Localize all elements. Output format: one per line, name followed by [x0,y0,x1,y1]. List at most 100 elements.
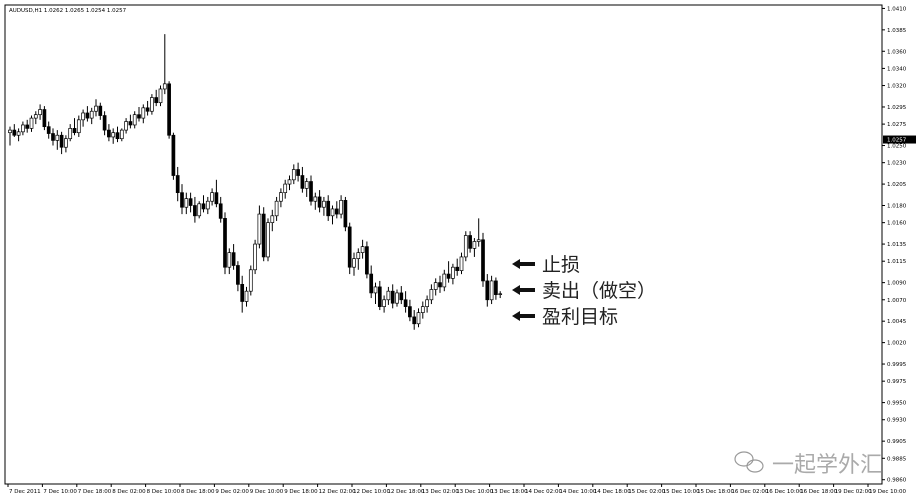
candle-body [339,200,343,215]
candle-body [8,129,12,134]
candle-body [373,286,378,294]
candle-body [64,138,68,148]
candle-body [72,128,77,134]
candle-body [429,289,434,301]
y-tick-label: 1.0020 [887,341,907,347]
candle-body [408,306,412,318]
y-tick-label: 1.0320 [887,84,907,90]
candle-body [102,115,107,131]
candle-body [420,306,425,313]
x-tick-label: 16 Dec 02:00 [731,489,768,495]
candle-body [137,114,141,119]
candle-body [38,109,42,116]
candle-body [25,124,30,129]
candle-body [390,290,395,304]
candle-body [145,107,150,112]
y-tick-label: 1.0160 [887,221,907,227]
y-tick-label: 1.0180 [887,204,907,210]
y-tick-label: 0.9975 [887,379,907,385]
candle-body [489,280,494,301]
x-tick-label: 9 Dec 10:00 [250,489,284,495]
candle-body [472,241,477,249]
candle-body [115,132,120,140]
candle-body [498,293,503,295]
candle-body [317,196,322,208]
x-tick-label: 14 Dec 02:00 [525,489,562,495]
candle-body [352,258,356,268]
x-tick-label: 14 Dec 18:00 [594,489,631,495]
candle-body [261,213,266,258]
x-tick-label: 8 Dec 18:00 [181,489,215,495]
x-tick-label: 13 Dec 18:00 [491,489,528,495]
annotation: 盈利目标 [542,306,618,328]
x-tick-label: 13 Dec 10:00 [456,489,493,495]
candle-body [244,290,249,302]
y-tick-label: 0.9930 [887,418,907,424]
x-tick-label: 9 Dec 02:00 [215,489,249,495]
candle-body [257,213,262,245]
x-tick-label: 16 Dec 10:00 [766,489,803,495]
x-tick-label: 12 Dec 10:00 [353,489,390,495]
candle-body [85,112,90,119]
candle-body [29,117,34,129]
candle-body [300,175,305,189]
y-tick-label: 1.0205 [887,182,907,188]
candle-body [12,129,17,136]
candle-body [42,109,47,128]
candle-body [494,280,498,295]
candle-body [98,105,103,116]
candle-body [33,114,38,119]
y-tick-label: 1.0090 [887,281,907,287]
candle-body [304,181,309,189]
y-tick-label: 0.9905 [887,439,907,445]
arrows [512,259,535,321]
candle-body [433,282,438,290]
y-tick-label: 0.9860 [887,478,907,484]
candle-body [369,273,374,294]
annotation: 止损 [542,254,580,276]
candle-body [356,252,361,259]
candle-body [476,239,481,242]
x-tick-label: 19 Dec 02:00 [835,489,872,495]
candle-body [377,286,382,307]
y-tick-label: 1.0340 [887,66,907,72]
candle-body [248,269,253,292]
candles [8,34,503,330]
candle-body [227,252,232,268]
annotation: 卖出（做空） [542,280,656,302]
candle-body [107,129,111,138]
y-tick-label: 1.0115 [887,259,907,265]
candle-body [154,97,159,104]
candle-body [395,292,399,304]
candle-body [128,121,133,126]
wechat-icon [734,451,764,473]
x-tick-label: 7 Dec 10:00 [43,489,77,495]
candle-body [46,126,51,134]
candle-body [334,208,339,215]
candle-body [55,134,60,141]
candle-body [231,252,236,266]
candle-body [360,246,365,253]
price-tag-bg [883,135,916,144]
x-tick-label: 9 Dec 18:00 [284,489,318,495]
candle-body [175,175,180,194]
candle-body [382,299,386,307]
candle-body [51,133,55,141]
candle-body [425,299,429,307]
candle-body [253,243,257,271]
candle-body [132,114,137,126]
candle-body [399,292,404,301]
x-tick-label: 15 Dec 18:00 [697,489,734,495]
candle-body [455,266,460,271]
candle-body [416,312,421,325]
x-tick-label: 8 Dec 10:00 [147,489,181,495]
x-tick-label: 16 Dec 18:00 [800,489,837,495]
candle-body [322,200,326,208]
candle-body [386,290,391,301]
candle-body [459,256,464,271]
candle-body [287,179,292,185]
candle-body [240,283,245,302]
candle-body [442,273,447,288]
y-tick-label: 1.0135 [887,242,907,248]
